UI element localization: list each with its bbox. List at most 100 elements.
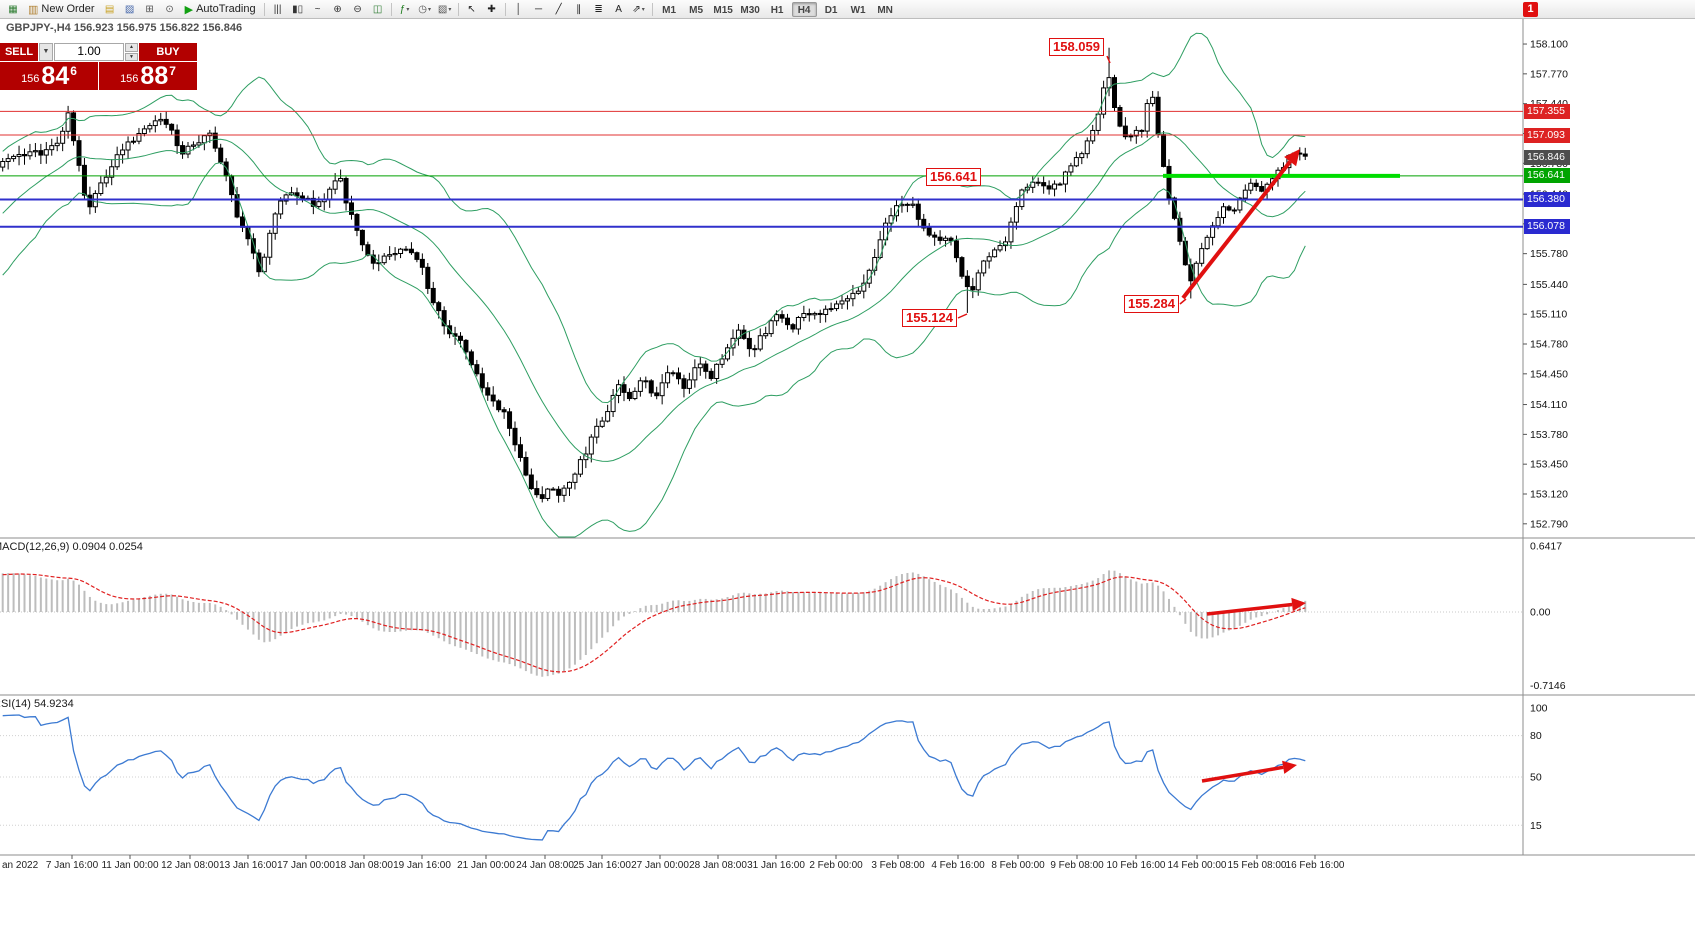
candle	[1079, 151, 1085, 165]
toolbar-separator	[457, 2, 459, 16]
candle	[676, 367, 681, 385]
templates-icon[interactable]: ▧ ▾	[437, 3, 452, 15]
bar-chart-icon[interactable]: |||	[273, 3, 282, 15]
timeframe-m30[interactable]: M30	[740, 4, 760, 16]
buy-button[interactable]: BUY	[139, 43, 197, 61]
one-click-trading-panel: SELL ▼ 1.00 ▲ ▼ BUY 156 84 6 156 88 7	[0, 43, 197, 90]
zoom-out-icon[interactable]: ⊖	[353, 3, 362, 15]
sell-button[interactable]: SELL	[0, 43, 38, 61]
vertical-line-icon[interactable]: │	[515, 3, 522, 15]
line-chart-icon[interactable]: ~	[314, 3, 321, 15]
fibonacci-icon[interactable]: ≣	[594, 3, 603, 15]
time-axis[interactable]: an 2022 7 Jan 16:00 11 Jan 00:00 12 Jan 08:…	[2, 855, 1345, 871]
candle	[992, 247, 998, 258]
candle	[5, 153, 11, 170]
dropdown-arrow-icon: ▾	[406, 6, 410, 13]
candle	[599, 416, 605, 428]
candle	[321, 193, 327, 211]
timeframe-h1[interactable]: H1	[770, 4, 784, 16]
volume-stepper: ▲ ▼	[125, 43, 138, 61]
timeframe-h4[interactable]: H4	[791, 1, 817, 17]
trend-arrow[interactable]	[1181, 149, 1300, 300]
tile-windows-icon[interactable]: ◫	[372, 3, 383, 15]
candle	[22, 148, 27, 165]
candle	[32, 143, 38, 158]
rsi-layer	[2, 714, 1306, 841]
candle	[261, 253, 267, 274]
volume-input[interactable]: 1.00	[54, 43, 124, 61]
new-order-button[interactable]: ▥ New Order	[23, 1, 100, 17]
zoom-in-icon[interactable]: ⊕	[333, 3, 342, 15]
candle	[561, 485, 567, 502]
candle	[812, 311, 818, 320]
candle	[517, 436, 523, 462]
timeframe-m5[interactable]: M5	[689, 4, 704, 16]
candle	[419, 253, 425, 275]
candle	[948, 236, 954, 246]
price-annotation[interactable]: 156.641	[926, 168, 981, 186]
candle	[1302, 147, 1308, 161]
horizontal-line-icon[interactable]: ─	[535, 3, 543, 15]
buy-price-display[interactable]: 156 88 7	[99, 62, 197, 90]
candles-layer	[0, 47, 1308, 503]
new-chart-icon[interactable]: ▦	[8, 3, 18, 15]
candle	[1199, 242, 1205, 267]
price-axis-label: 153.450	[1530, 459, 1568, 471]
crosshair-icon[interactable]: ✚	[487, 3, 496, 15]
price-annotation[interactable]: 155.124	[902, 309, 957, 327]
candle	[670, 370, 676, 377]
candle	[1231, 207, 1237, 215]
bid-prefix: 156	[21, 73, 40, 85]
price-badge: 157.355	[1524, 103, 1570, 119]
ask-sup: 7	[169, 64, 176, 78]
time-axis-label: 17 Jan 00:00	[277, 860, 335, 871]
autotrading-button[interactable]: ▶ AutoTrading	[180, 1, 261, 17]
timeframe-mn[interactable]: MN	[877, 4, 893, 16]
candle	[1204, 234, 1210, 250]
candle	[60, 126, 66, 152]
equidistant-channel-icon[interactable]: ∥	[576, 3, 582, 15]
volume-down-button[interactable]: ▼	[125, 52, 138, 61]
volume-up-button[interactable]: ▲	[125, 43, 138, 52]
autotrading-button-label: AutoTrading	[196, 3, 256, 15]
price-annotation[interactable]: 158.059	[1049, 38, 1104, 56]
candlestick-chart-icon[interactable]: ▮▯	[292, 3, 304, 15]
timeframe-m15[interactable]: M15	[713, 4, 733, 16]
cursor-icon[interactable]: ↖	[467, 3, 476, 15]
trend-arrow[interactable]	[1201, 760, 1297, 783]
candle	[327, 186, 333, 208]
candle	[550, 486, 556, 491]
data-window-icon[interactable]: ⊞	[145, 3, 154, 15]
rsi-label: RSI(14) 54.9234	[0, 698, 74, 710]
candle	[381, 253, 387, 265]
candle	[299, 192, 305, 203]
candle	[1052, 180, 1058, 197]
candle	[637, 377, 643, 397]
candle	[468, 349, 474, 368]
price-annotation[interactable]: 155.284	[1124, 295, 1179, 313]
volume-dropdown-button[interactable]: ▼	[39, 43, 53, 61]
timeframe-d1[interactable]: D1	[824, 4, 838, 16]
candle	[398, 247, 404, 259]
time-axis-label: 24 Jan 08:00	[516, 860, 574, 871]
trendline-icon[interactable]: ╱	[555, 3, 562, 15]
timeframe-m1[interactable]: M1	[662, 4, 677, 16]
candle	[1041, 176, 1047, 194]
alerts-badge[interactable]: 1	[1523, 2, 1538, 17]
candle	[785, 313, 790, 330]
full-screen-icon[interactable]: ⊙	[165, 3, 174, 15]
text-label-icon[interactable]: A	[615, 3, 622, 15]
price-badge: 157.093	[1524, 127, 1570, 143]
trend-arrow[interactable]	[1206, 597, 1306, 616]
print-icon[interactable]: ▨	[124, 3, 135, 15]
sell-price-display[interactable]: 156 84 6	[0, 62, 98, 90]
timeframe-w1[interactable]: W1	[850, 4, 866, 16]
periods-icon[interactable]: ◷ ▾	[418, 3, 431, 15]
indicators-icon[interactable]: ƒ ▾	[399, 3, 410, 15]
chart-profiles-icon[interactable]: ▤	[104, 3, 115, 15]
candle	[54, 136, 60, 152]
arrows-icon[interactable]: ⇗ ▾	[632, 3, 645, 15]
candle	[915, 198, 921, 227]
bid-sup: 6	[70, 64, 77, 78]
